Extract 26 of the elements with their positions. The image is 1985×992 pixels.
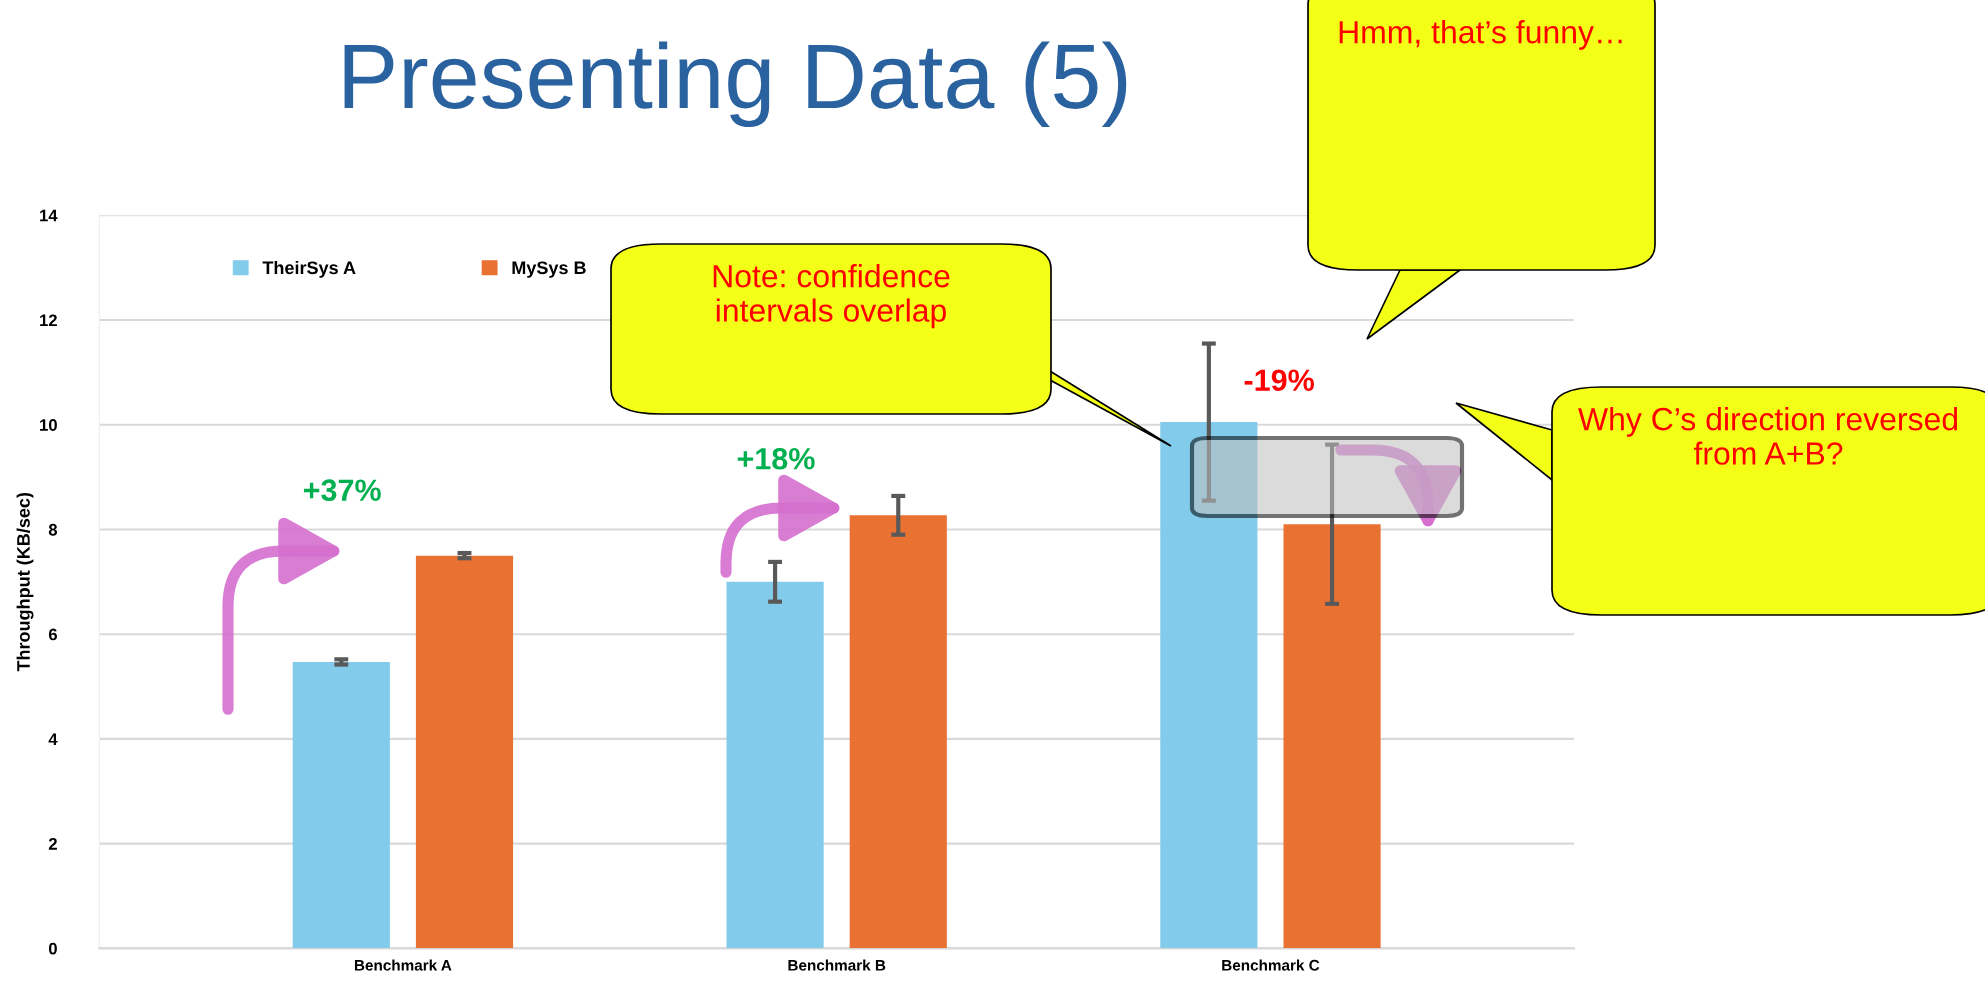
y-tick-label: 6: [48, 628, 57, 641]
bar: [292, 661, 390, 949]
annotation: +18%: [737, 447, 815, 470]
legend-label: MySys B: [512, 261, 586, 278]
annotation: +37%: [303, 479, 381, 502]
y-tick-label: 0: [48, 942, 57, 955]
y-tick-label: 12: [40, 314, 57, 327]
text: Why C’s direction reversed from A+B?: [1578, 407, 1958, 465]
annotation: Note: confidence intervals overlap: [713, 264, 950, 329]
bar: [1283, 524, 1381, 949]
y-tick-label: 14: [40, 209, 58, 222]
y-axis-title: Throughput (KB/sec): [16, 492, 34, 672]
y-tick-label: 8: [48, 523, 58, 536]
x-tick-label: Benchmark B: [788, 959, 886, 971]
legend-label: TheirSys A: [262, 260, 356, 278]
bar: [726, 581, 824, 949]
bar: [849, 515, 947, 949]
annotation: -19%: [1244, 369, 1314, 392]
y-tick-label: 4: [48, 733, 58, 745]
chart-title: Presenting Data (5): [344, 41, 1127, 128]
y-tick-label: 10: [40, 419, 57, 431]
y-tick-label: 2: [48, 838, 57, 850]
bar: [415, 555, 514, 949]
x-tick-label: Benchmark A: [354, 959, 452, 971]
text: Hmm, that’s funny…: [1339, 20, 1622, 50]
x-tick-label: Benchmark C: [1222, 959, 1320, 971]
